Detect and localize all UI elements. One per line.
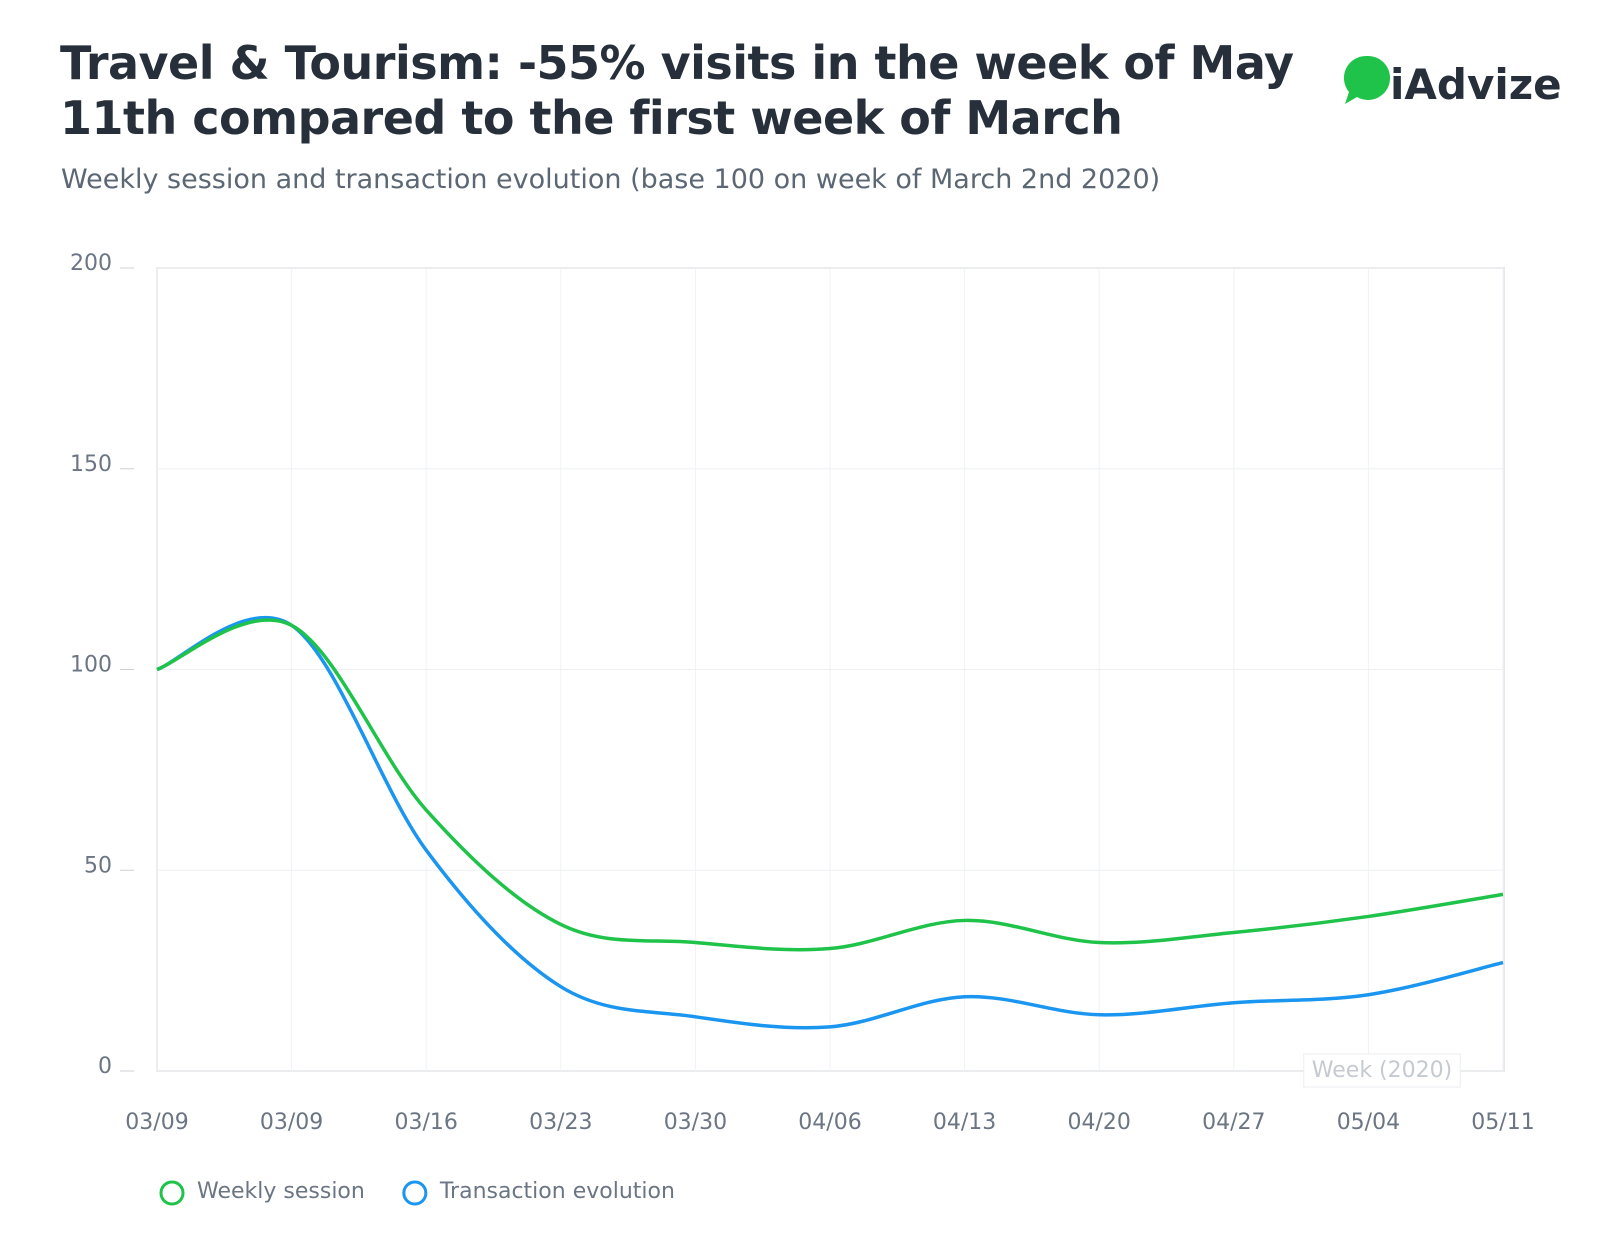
chart-title: Travel & Tourism: -55% visits in the wee…: [60, 36, 1294, 145]
y-tick-label: 100: [70, 653, 112, 678]
x-tick-label: 03/09: [125, 1110, 188, 1135]
x-tick-label: 03/30: [664, 1110, 727, 1135]
x-axis-label: Week (2020): [1312, 1058, 1452, 1083]
chart-subtitle: Weekly session and transaction evolution…: [61, 164, 1161, 195]
series-line: [156, 618, 1504, 952]
legend-marker: [159, 1180, 185, 1206]
legend-marker: [402, 1180, 428, 1206]
y-tick-label: 200: [70, 251, 112, 276]
x-tick-label: 03/09: [260, 1110, 323, 1135]
x-tick-label: 04/13: [933, 1110, 996, 1135]
x-tick-label: 03/16: [394, 1110, 457, 1135]
y-tick-label: 150: [70, 452, 112, 477]
legend-label: Transaction evolution: [439, 1179, 675, 1204]
x-tick-label: 05/11: [1471, 1110, 1534, 1135]
series-line: [156, 616, 1504, 1030]
legend-label: Weekly session: [197, 1179, 365, 1204]
x-axis-label-box: [1303, 1053, 1461, 1088]
y-tick-label: 0: [98, 1054, 112, 1079]
x-tick-label: 04/20: [1067, 1110, 1130, 1135]
x-tick-label: 05/04: [1337, 1110, 1400, 1135]
logo-text: iAdvize: [1390, 60, 1562, 109]
x-tick-label: 04/06: [798, 1110, 861, 1135]
x-tick-label: 03/23: [529, 1110, 592, 1135]
logo-icon: [1343, 55, 1391, 104]
x-tick-label: 04/27: [1202, 1110, 1265, 1135]
y-tick-label: 50: [84, 853, 112, 878]
